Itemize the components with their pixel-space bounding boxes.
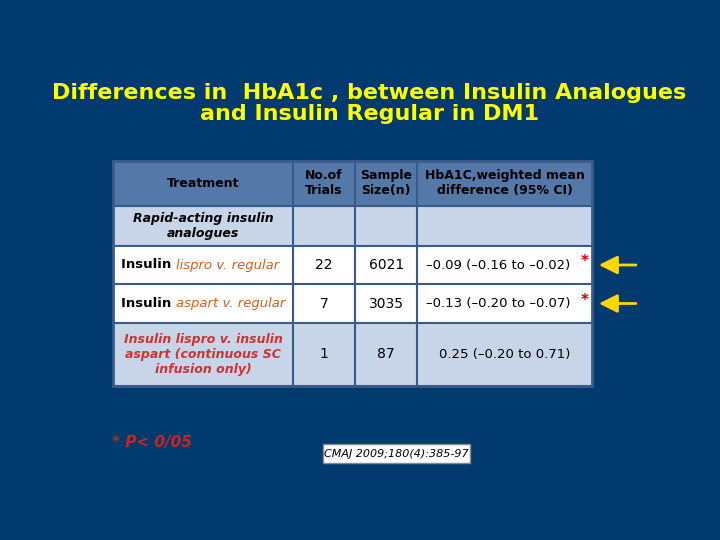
Text: * P< 0/05: * P< 0/05 — [112, 435, 192, 450]
Text: and Insulin Regular in DM1: and Insulin Regular in DM1 — [199, 104, 539, 124]
Bar — [113, 284, 593, 323]
Text: 3035: 3035 — [369, 296, 404, 310]
Bar — [113, 206, 593, 246]
Text: 87: 87 — [377, 347, 395, 361]
Bar — [113, 323, 593, 386]
Text: *: * — [580, 254, 588, 269]
Text: 22: 22 — [315, 258, 333, 272]
Bar — [113, 246, 593, 284]
Text: Insulin: Insulin — [121, 297, 176, 310]
Text: Sample
Size(n): Sample Size(n) — [360, 170, 413, 198]
Text: CMAJ 2009;180(4):385-97: CMAJ 2009;180(4):385-97 — [324, 449, 469, 458]
Text: –0.09 (–0.16 to –0.02): –0.09 (–0.16 to –0.02) — [426, 259, 571, 272]
Text: HbA1C,weighted mean
difference (95% CI): HbA1C,weighted mean difference (95% CI) — [425, 170, 585, 198]
Bar — [323, 444, 469, 463]
Text: 1: 1 — [320, 347, 328, 361]
Text: Differences in  HbA1c , between Insulin Analogues: Differences in HbA1c , between Insulin A… — [52, 83, 686, 103]
Text: *: * — [580, 293, 588, 308]
Bar — [113, 161, 593, 206]
Text: Treatment: Treatment — [167, 177, 239, 190]
Text: Rapid-acting insulin
analogues: Rapid-acting insulin analogues — [132, 212, 274, 240]
Text: –0.13 (–0.20 to –0.07): –0.13 (–0.20 to –0.07) — [426, 297, 571, 310]
Bar — [113, 161, 593, 386]
Text: No.of
Trials: No.of Trials — [305, 170, 343, 198]
Text: 6021: 6021 — [369, 258, 404, 272]
Text: Insulin lispro v. insulin
aspart (continuous SC
infusion only): Insulin lispro v. insulin aspart (contin… — [124, 333, 282, 376]
Text: 0.25 (–0.20 to 0.71): 0.25 (–0.20 to 0.71) — [439, 348, 570, 361]
Text: Insulin: Insulin — [121, 259, 176, 272]
Text: lispro v. regular: lispro v. regular — [176, 259, 279, 272]
Text: aspart v. regular: aspart v. regular — [176, 297, 285, 310]
Text: 7: 7 — [320, 296, 328, 310]
